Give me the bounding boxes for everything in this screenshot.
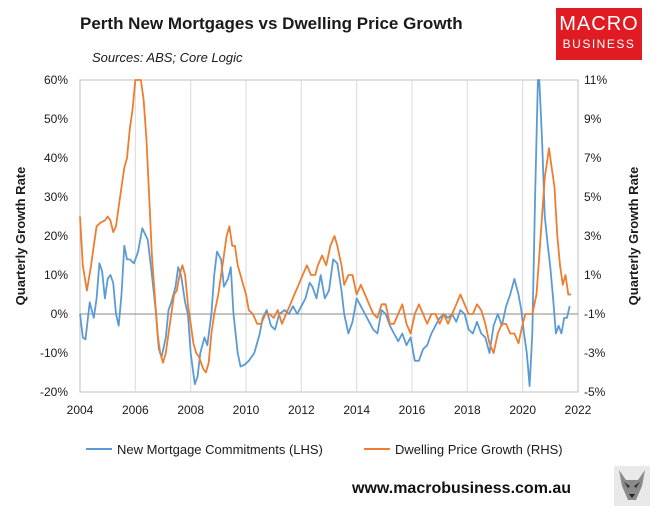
x-tick-label: 2014	[343, 403, 370, 417]
y-tick-label: -10%	[40, 346, 68, 360]
chart-source: Sources: ABS; Core Logic	[92, 50, 243, 65]
y-tick-label: 50%	[44, 112, 68, 126]
x-tick-label: 2020	[509, 403, 536, 417]
y2-tick-label: 5%	[584, 190, 602, 204]
y-tick-label: 60%	[44, 73, 68, 87]
y2-tick-label: -3%	[584, 346, 606, 360]
y-axis-label: Quarterly Growth Rate	[13, 167, 28, 306]
x-tick-label: 2022	[565, 403, 592, 417]
y2-tick-label: 1%	[584, 268, 602, 282]
y2-tick-label: 3%	[584, 229, 602, 243]
y-tick-label: 20%	[44, 229, 68, 243]
line-chart: 2004 2006 2008 2010 2012 2014 2016 2018 2020 2022…	[13, 73, 641, 457]
plot-area-border	[79, 79, 579, 393]
y2-tick-label: 7%	[584, 151, 602, 165]
x-tick-label: 2006	[122, 403, 149, 417]
legend-label-mortgages: New Mortgage Commitments (LHS)	[117, 442, 323, 457]
y2-tick-label: -1%	[584, 307, 606, 321]
y2-tick-label: 9%	[584, 112, 602, 126]
series-line-prices	[79, 79, 572, 374]
y-tick-label: 0%	[51, 307, 69, 321]
x-tick-label: 2004	[67, 403, 94, 417]
legend-label-prices: Dwelling Price Growth (RHS)	[395, 442, 563, 457]
x-tick-label: 2012	[288, 403, 315, 417]
x-tick-label: 2018	[454, 403, 481, 417]
y-tick-label: 30%	[44, 190, 68, 204]
chart-title: Perth New Mortgages vs Dwelling Price Gr…	[80, 14, 463, 33]
x-tick-label: 2008	[177, 403, 204, 417]
y-tick-label: -20%	[40, 385, 68, 399]
logo-line-2: BUSINESS	[562, 37, 636, 51]
y-tick-label: 40%	[44, 151, 68, 165]
y-tick-labels: -20% -10% 0% 10% 20% 30% 40% 50% 60%	[40, 73, 68, 399]
macrobusiness-logo: MACRO BUSINESS	[556, 8, 642, 60]
legend: New Mortgage Commitments (LHS) Dwelling …	[86, 442, 563, 457]
y-tick-label: 10%	[44, 268, 68, 282]
y2-tick-labels: -5% -3% -1% 1% 3% 5% 7% 9% 11%	[584, 73, 607, 399]
x-tick-label: 2016	[399, 403, 426, 417]
website-url: www.macrobusiness.com.au	[352, 480, 572, 497]
x-tick-labels: 2004 2006 2008 2010 2012 2014 2016 2018 2020 2022	[67, 403, 592, 417]
logo-line-1: MACRO	[559, 13, 639, 35]
y2-tick-label: 11%	[584, 73, 607, 87]
x-tick-label: 2010	[233, 403, 260, 417]
y2-axis-label: Quarterly Growth Rate	[626, 167, 641, 306]
gridlines	[134, 80, 524, 392]
y2-tick-label: -5%	[584, 385, 606, 399]
wolf-logo-icon	[614, 466, 650, 506]
